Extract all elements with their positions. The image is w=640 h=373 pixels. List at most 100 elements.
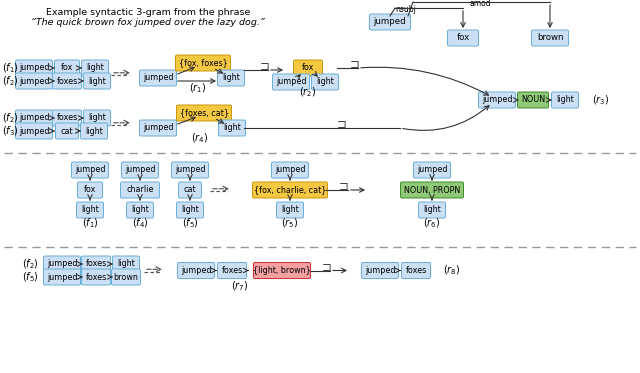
FancyBboxPatch shape (271, 162, 308, 178)
FancyBboxPatch shape (362, 263, 399, 279)
FancyBboxPatch shape (83, 73, 111, 89)
Text: $(f_5)$: $(f_5)$ (182, 216, 198, 230)
FancyBboxPatch shape (140, 120, 177, 136)
Text: $(f_3)$: $(f_3)$ (1, 124, 19, 138)
Text: light: light (131, 206, 149, 214)
FancyBboxPatch shape (518, 92, 548, 108)
FancyBboxPatch shape (479, 92, 515, 108)
Text: light: light (88, 113, 106, 122)
Text: $(r_6)$: $(r_6)$ (423, 216, 441, 230)
Text: jumped: jumped (374, 18, 406, 26)
Text: $(r_8)$: $(r_8)$ (444, 264, 461, 277)
Text: fox: fox (302, 63, 314, 72)
Text: foxes: foxes (85, 260, 107, 269)
FancyBboxPatch shape (413, 162, 451, 178)
FancyBboxPatch shape (52, 110, 81, 126)
Text: “The quick brown fox jumped over the lazy dog.”: “The quick brown fox jumped over the laz… (31, 18, 265, 27)
FancyBboxPatch shape (419, 202, 445, 218)
Text: jumped: jumped (275, 166, 305, 175)
Text: $(r_3)$: $(r_3)$ (592, 93, 610, 107)
Text: {fox, charlie, cat}: {fox, charlie, cat} (254, 185, 326, 194)
Text: $\sqsupset$: $\sqsupset$ (333, 119, 346, 132)
Text: jumped: jumped (47, 273, 77, 282)
FancyBboxPatch shape (44, 256, 81, 272)
Text: jumped: jumped (482, 95, 512, 104)
Text: light: light (423, 206, 441, 214)
Text: $(r_4)$: $(r_4)$ (191, 131, 209, 145)
FancyBboxPatch shape (172, 162, 209, 178)
Text: light: light (85, 126, 103, 135)
Text: jumped: jumped (19, 126, 49, 135)
Text: foxes: foxes (405, 266, 427, 275)
FancyBboxPatch shape (44, 269, 81, 285)
FancyBboxPatch shape (81, 123, 108, 139)
FancyBboxPatch shape (15, 60, 52, 76)
Text: jumped: jumped (276, 78, 307, 87)
Text: jumped: jumped (417, 166, 447, 175)
FancyBboxPatch shape (140, 70, 177, 86)
Text: jumped: jumped (47, 260, 77, 269)
FancyBboxPatch shape (122, 162, 159, 178)
Text: $\sqsupset$: $\sqsupset$ (346, 59, 360, 72)
FancyBboxPatch shape (218, 120, 246, 136)
FancyBboxPatch shape (113, 256, 140, 272)
Text: foxes: foxes (85, 273, 107, 282)
FancyBboxPatch shape (312, 74, 339, 90)
FancyBboxPatch shape (253, 263, 310, 279)
Text: foxes: foxes (56, 113, 77, 122)
Text: {light, brown}: {light, brown} (253, 266, 311, 275)
Text: fox: fox (84, 185, 96, 194)
Text: foxes: foxes (56, 76, 77, 85)
Text: light: light (223, 123, 241, 132)
Text: jumped: jumped (125, 166, 156, 175)
Text: $\sqsupset$: $\sqsupset$ (319, 261, 332, 274)
Text: light: light (281, 206, 299, 214)
FancyBboxPatch shape (218, 70, 244, 86)
Text: $\sqsupset$: $\sqsupset$ (335, 181, 348, 194)
Text: foxes: foxes (221, 266, 243, 275)
Text: $(r_1)$: $(r_1)$ (189, 81, 207, 95)
FancyBboxPatch shape (294, 60, 323, 76)
Text: amod: amod (470, 0, 492, 8)
FancyBboxPatch shape (72, 162, 109, 178)
Text: $(f_2)$: $(f_2)$ (22, 257, 38, 271)
Text: jumped: jumped (143, 123, 173, 132)
FancyBboxPatch shape (81, 256, 111, 272)
Text: $(f_1)$: $(f_1)$ (81, 216, 99, 230)
FancyBboxPatch shape (83, 110, 111, 126)
Text: fox: fox (61, 63, 73, 72)
Text: cat: cat (61, 126, 74, 135)
FancyBboxPatch shape (447, 30, 479, 46)
FancyBboxPatch shape (552, 92, 579, 108)
FancyBboxPatch shape (127, 202, 154, 218)
Text: jumped: jumped (75, 166, 105, 175)
Text: jumped: jumped (143, 73, 173, 82)
FancyBboxPatch shape (56, 123, 79, 139)
FancyBboxPatch shape (253, 182, 328, 198)
Text: $(f_2)$: $(f_2)$ (1, 74, 19, 88)
Text: jumped: jumped (365, 266, 396, 275)
FancyBboxPatch shape (81, 60, 109, 76)
Text: NOUN: NOUN (521, 95, 545, 104)
FancyBboxPatch shape (175, 55, 230, 71)
Text: $(f_4)$: $(f_4)$ (132, 216, 148, 230)
FancyBboxPatch shape (273, 74, 310, 90)
Text: light: light (222, 73, 240, 82)
Text: light: light (117, 260, 135, 269)
Text: {fox, foxes}: {fox, foxes} (179, 59, 227, 68)
Text: $(f_2)$: $(f_2)$ (1, 111, 19, 125)
Text: jumped: jumped (19, 76, 49, 85)
Text: $(r_2)$: $(r_2)$ (300, 85, 317, 99)
Text: light: light (86, 63, 104, 72)
Text: light: light (556, 95, 574, 104)
FancyBboxPatch shape (276, 202, 303, 218)
FancyBboxPatch shape (111, 269, 141, 285)
FancyBboxPatch shape (120, 182, 159, 198)
FancyBboxPatch shape (77, 202, 104, 218)
FancyBboxPatch shape (81, 269, 111, 285)
FancyBboxPatch shape (177, 263, 214, 279)
Text: light: light (81, 206, 99, 214)
Text: brown: brown (113, 273, 138, 282)
Text: $(r_7)$: $(r_7)$ (231, 280, 249, 293)
Text: light: light (181, 206, 199, 214)
